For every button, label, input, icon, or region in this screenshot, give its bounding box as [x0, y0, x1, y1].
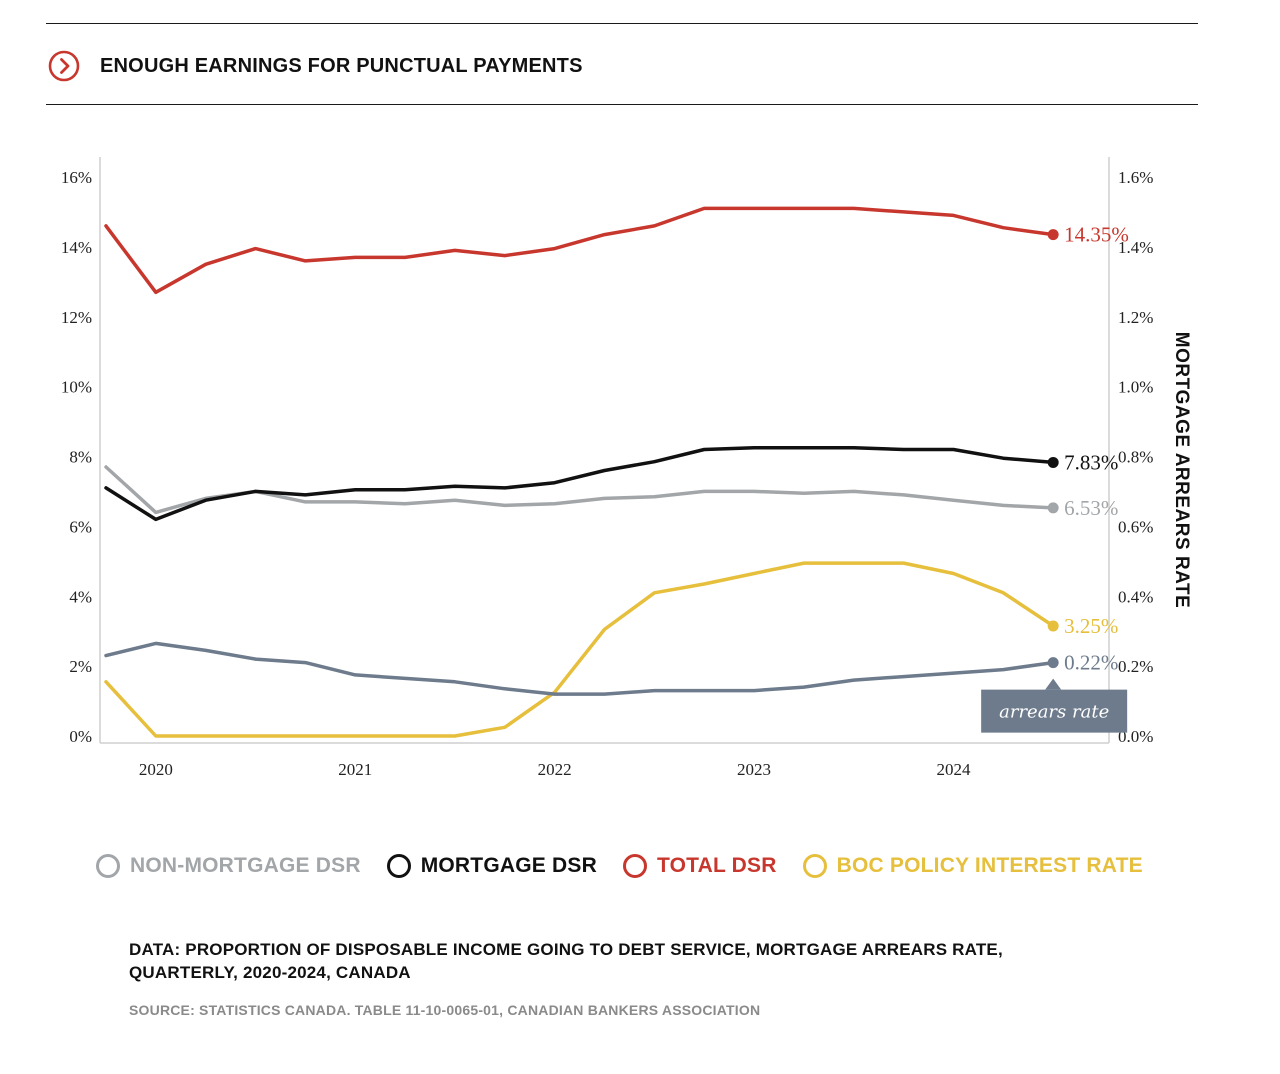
series-end-dot-5: [1047, 657, 1059, 669]
y2-tick-label: 0.6%: [1118, 517, 1153, 536]
y-tick-label: 12%: [61, 308, 92, 327]
x-tick-label: 2023: [737, 760, 771, 779]
x-tick-label: 2022: [538, 760, 572, 779]
legend-marker-icon: [96, 854, 120, 878]
series-end-dot-3: [1047, 229, 1059, 241]
legend-label: TOTAL DSR: [656, 854, 777, 877]
legend-label: MORTGAGE DSR: [420, 854, 597, 877]
callout-pointer: [1045, 678, 1062, 690]
series-end-dot-4: [1047, 620, 1059, 632]
series-end-label-1: 6.53%: [1064, 496, 1118, 520]
y2-axis-title: MORTGAGE ARREARS RATE: [1171, 332, 1192, 609]
x-tick-label: 2024: [936, 760, 971, 779]
series-end-label-4: 3.25%: [1064, 614, 1118, 638]
data-description: DATA: PROPORTION OF DISPOSABLE INCOME GO…: [129, 940, 1003, 982]
series-end-dot-2: [1047, 456, 1059, 468]
y2-tick-label: 1.4%: [1118, 238, 1153, 257]
y-tick-label: 6%: [69, 517, 92, 536]
top-rule: [46, 23, 1198, 24]
legend-item: NON-MORTGAGE DSR: [96, 854, 361, 878]
legend-marker-icon: [802, 854, 827, 878]
legend-label: BOC POLICY INTEREST RATE: [836, 854, 1143, 877]
chevron-right-circle-icon[interactable]: [48, 50, 80, 82]
y2-tick-label: 0.2%: [1118, 657, 1153, 676]
chart-title: ENOUGH EARNINGS FOR PUNCTUAL PAYMENTS: [100, 54, 583, 77]
series-line-3: [104, 206, 1055, 295]
chart-legend: NON-MORTGAGE DSR MORTGAGE DSR TOTAL DSR BOC…: [96, 848, 1169, 884]
y-tick-label: 4%: [69, 587, 92, 606]
legend-marker-icon: [386, 854, 411, 878]
y-tick-label: 14%: [61, 238, 92, 257]
y-tick-label: 2%: [69, 657, 92, 676]
x-tick-label: 2021: [338, 760, 372, 779]
y-tick-label: 0%: [69, 727, 92, 746]
series-end-dot-1: [1047, 502, 1059, 514]
series-line-2: [104, 446, 1055, 522]
line-chart: 0%2%4%6%8%10%12%14%16%0.0%0.2%0.4%0.6%0.…: [61, 157, 1192, 779]
chart-axes: 0%2%4%6%8%10%12%14%16%0.0%0.2%0.4%0.6%0.…: [61, 157, 1192, 779]
y2-tick-label: 1.6%: [1118, 168, 1153, 187]
chart-header: ENOUGH EARNINGS FOR PUNCTUAL PAYMENTS: [46, 44, 1196, 88]
legend-item: TOTAL DSR: [622, 854, 777, 878]
series-line-5: [104, 641, 1055, 696]
x-tick-label: 2020: [139, 760, 173, 779]
series-line-1: [104, 465, 1055, 515]
y-tick-label: 10%: [61, 378, 92, 397]
series-end-label-3: 14.35%: [1064, 223, 1129, 247]
labels-layer: 6.53% 7.83% 14.35% 3.25% 0.22% arrears rate: [981, 223, 1129, 733]
legend-marker-icon: [622, 854, 647, 878]
callout-box: [981, 689, 1128, 733]
series-layer: [104, 206, 1055, 738]
series-end-label-5: 0.22%: [1064, 651, 1118, 675]
legend-label: NON-MORTGAGE DSR: [130, 854, 361, 877]
y-tick-label: 16%: [61, 168, 92, 187]
y2-tick-label: 0.8%: [1118, 448, 1153, 467]
legend-item: MORTGAGE DSR: [386, 854, 597, 878]
source-note: SOURCE: STATISTICS CANADA. TABLE 11-10-0…: [129, 1002, 761, 1018]
callout-label: arrears rate: [999, 702, 1109, 723]
legend-item: BOC POLICY INTEREST RATE: [802, 854, 1143, 878]
header-bottom-rule: [46, 104, 1198, 105]
series-end-label-2: 7.83%: [1064, 450, 1118, 474]
y2-tick-label: 1.2%: [1118, 308, 1153, 327]
y2-tick-label: 1.0%: [1118, 378, 1153, 397]
y-tick-label: 8%: [69, 448, 92, 467]
y2-tick-label: 0.4%: [1118, 587, 1153, 606]
series-line-4: [104, 561, 1055, 738]
